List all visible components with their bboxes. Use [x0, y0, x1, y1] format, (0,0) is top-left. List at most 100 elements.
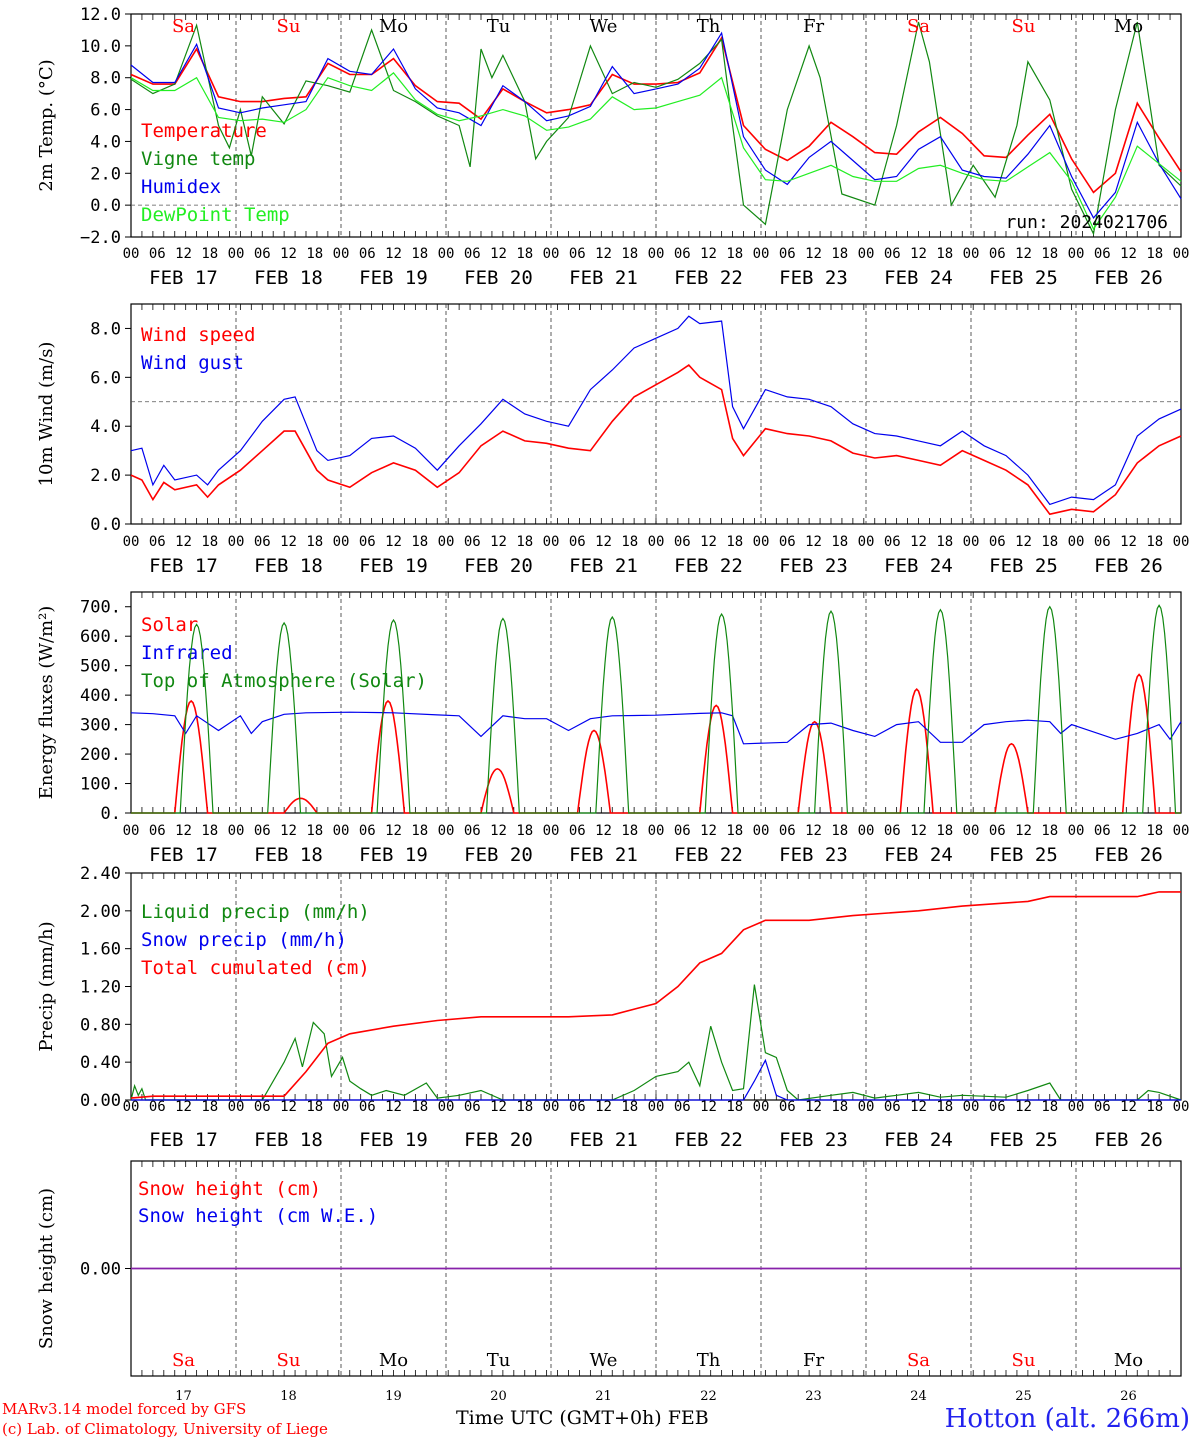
hour-tick-label: 06	[989, 534, 1006, 550]
hour-tick-label: 00	[858, 534, 875, 550]
hour-tick-label: 06	[359, 246, 376, 262]
y-tick-label: 0.80	[80, 1015, 121, 1035]
weekday-label: Sa	[172, 16, 195, 37]
hour-tick-label: 06	[884, 1099, 901, 1115]
hour-tick-label: 06	[464, 246, 481, 262]
legend-entry: DewPoint Temp	[141, 204, 290, 226]
y-tick-label: 2.00	[80, 902, 121, 922]
y-tick-label: 2.40	[80, 864, 121, 884]
hour-tick-label: 06	[464, 534, 481, 550]
hour-tick-label: 06	[569, 246, 586, 262]
hour-tick-label: 18	[1146, 534, 1163, 550]
hour-tick-label: 06	[1094, 534, 1111, 550]
day-number-label: 23	[805, 1389, 822, 1404]
day-label: FEB 25	[989, 555, 1058, 577]
hour-tick-label: 06	[674, 823, 691, 839]
hour-tick-label: 00	[963, 823, 980, 839]
hour-tick-label: 06	[884, 246, 901, 262]
legend-entry: Vigne temp	[141, 148, 255, 170]
hour-tick-label: 00	[648, 534, 665, 550]
y-tick-label: 2.0	[90, 466, 121, 486]
series-line	[130, 711, 1182, 745]
hour-tick-label: 06	[149, 1099, 166, 1115]
hour-tick-label: 12	[175, 534, 192, 550]
day-label: FEB 17	[149, 267, 218, 289]
y-tick-label: 4.0	[90, 417, 121, 437]
day-number-label: 17	[175, 1389, 192, 1404]
y-tick-label: 10.0	[80, 37, 121, 57]
day-label: FEB 21	[569, 844, 638, 866]
hour-tick-label: 12	[280, 246, 297, 262]
hour-tick-label: 00	[333, 1099, 350, 1115]
series-line	[131, 604, 1181, 814]
hour-tick-label: 12	[805, 1099, 822, 1115]
day-label: FEB 19	[359, 844, 428, 866]
station-label: Hotton (alt. 266m)	[945, 1404, 1190, 1434]
y-tick-label: 4.0	[90, 132, 121, 152]
y-tick-label: 0.0	[90, 515, 121, 535]
y-tick-label: 700.	[80, 598, 121, 618]
hour-tick-label: 18	[726, 246, 743, 262]
hour-tick-label: 18	[936, 246, 953, 262]
day-number-label: 26	[1120, 1389, 1137, 1404]
series-line	[130, 35, 1182, 194]
weekday-label: Mo	[1114, 16, 1143, 37]
hour-tick-label: 18	[201, 246, 218, 262]
legend-entry: Snow height (cm)	[138, 1178, 321, 1200]
hour-tick-label: 12	[175, 246, 192, 262]
legend-entry: Total cumulated (cm)	[141, 957, 370, 979]
hour-tick-label: 06	[989, 246, 1006, 262]
day-label: FEB 23	[779, 555, 848, 577]
y-tick-label: 1.20	[80, 978, 121, 998]
hour-tick-label: 18	[516, 1099, 533, 1115]
day-number-label: 18	[280, 1389, 297, 1404]
weekday-label: Su	[1012, 1350, 1036, 1371]
hour-tick-label: 06	[359, 1099, 376, 1115]
hour-tick-label: 00	[438, 823, 455, 839]
hour-tick-label: 12	[595, 246, 612, 262]
hour-tick-label: 00	[1068, 823, 1085, 839]
weekday-label: Mo	[1114, 1350, 1143, 1371]
hour-tick-label: 06	[359, 823, 376, 839]
hour-tick-label: 18	[516, 823, 533, 839]
series-line	[130, 72, 1182, 231]
weekday-label: Sa	[907, 1350, 930, 1371]
day-label: FEB 26	[1094, 267, 1163, 289]
hour-tick-label: 00	[753, 246, 770, 262]
hour-tick-label: 00	[123, 246, 140, 262]
hour-tick-label: 12	[805, 246, 822, 262]
hour-tick-label: 18	[621, 534, 638, 550]
hour-tick-label: 12	[490, 246, 507, 262]
day-label: FEB 19	[359, 1129, 428, 1151]
weekday-label: Fr	[803, 16, 824, 37]
hour-tick-label: 12	[1015, 246, 1032, 262]
hour-tick-label: 12	[805, 823, 822, 839]
weekday-label: Sa	[172, 1350, 195, 1371]
day-label: FEB 18	[254, 267, 323, 289]
hour-tick-label: 06	[989, 823, 1006, 839]
day-number-label: 25	[1015, 1389, 1032, 1404]
hour-tick-label: 12	[1120, 1099, 1137, 1115]
day-label: FEB 25	[989, 844, 1058, 866]
day-label: FEB 22	[674, 844, 743, 866]
hour-tick-label: 12	[280, 534, 297, 550]
day-label: FEB 20	[464, 267, 533, 289]
day-label: FEB 17	[149, 844, 218, 866]
hour-tick-label: 18	[1041, 823, 1058, 839]
chart-panel-4: 2.40 2.00 1.60 1.20 0.80 0.40 0.00 Precip (mm/h…	[36, 864, 1189, 1151]
legend-entry: Wind speed	[141, 324, 255, 346]
hour-tick-label: 18	[306, 246, 323, 262]
hour-tick-label: 00	[1173, 534, 1190, 550]
day-label: FEB 24	[884, 555, 953, 577]
hour-tick-label: 18	[1146, 246, 1163, 262]
day-label: FEB 18	[254, 844, 323, 866]
legend-entry: Temperature	[141, 120, 267, 142]
hour-tick-label: 18	[936, 534, 953, 550]
hour-tick-label: 18	[1041, 246, 1058, 262]
hour-tick-label: 06	[254, 823, 271, 839]
hour-tick-label: 12	[490, 1099, 507, 1115]
hour-tick-label: 06	[779, 246, 796, 262]
legend-entry: Humidex	[141, 176, 221, 198]
weekday-label: Th	[697, 1350, 721, 1371]
day-label: FEB 25	[989, 267, 1058, 289]
